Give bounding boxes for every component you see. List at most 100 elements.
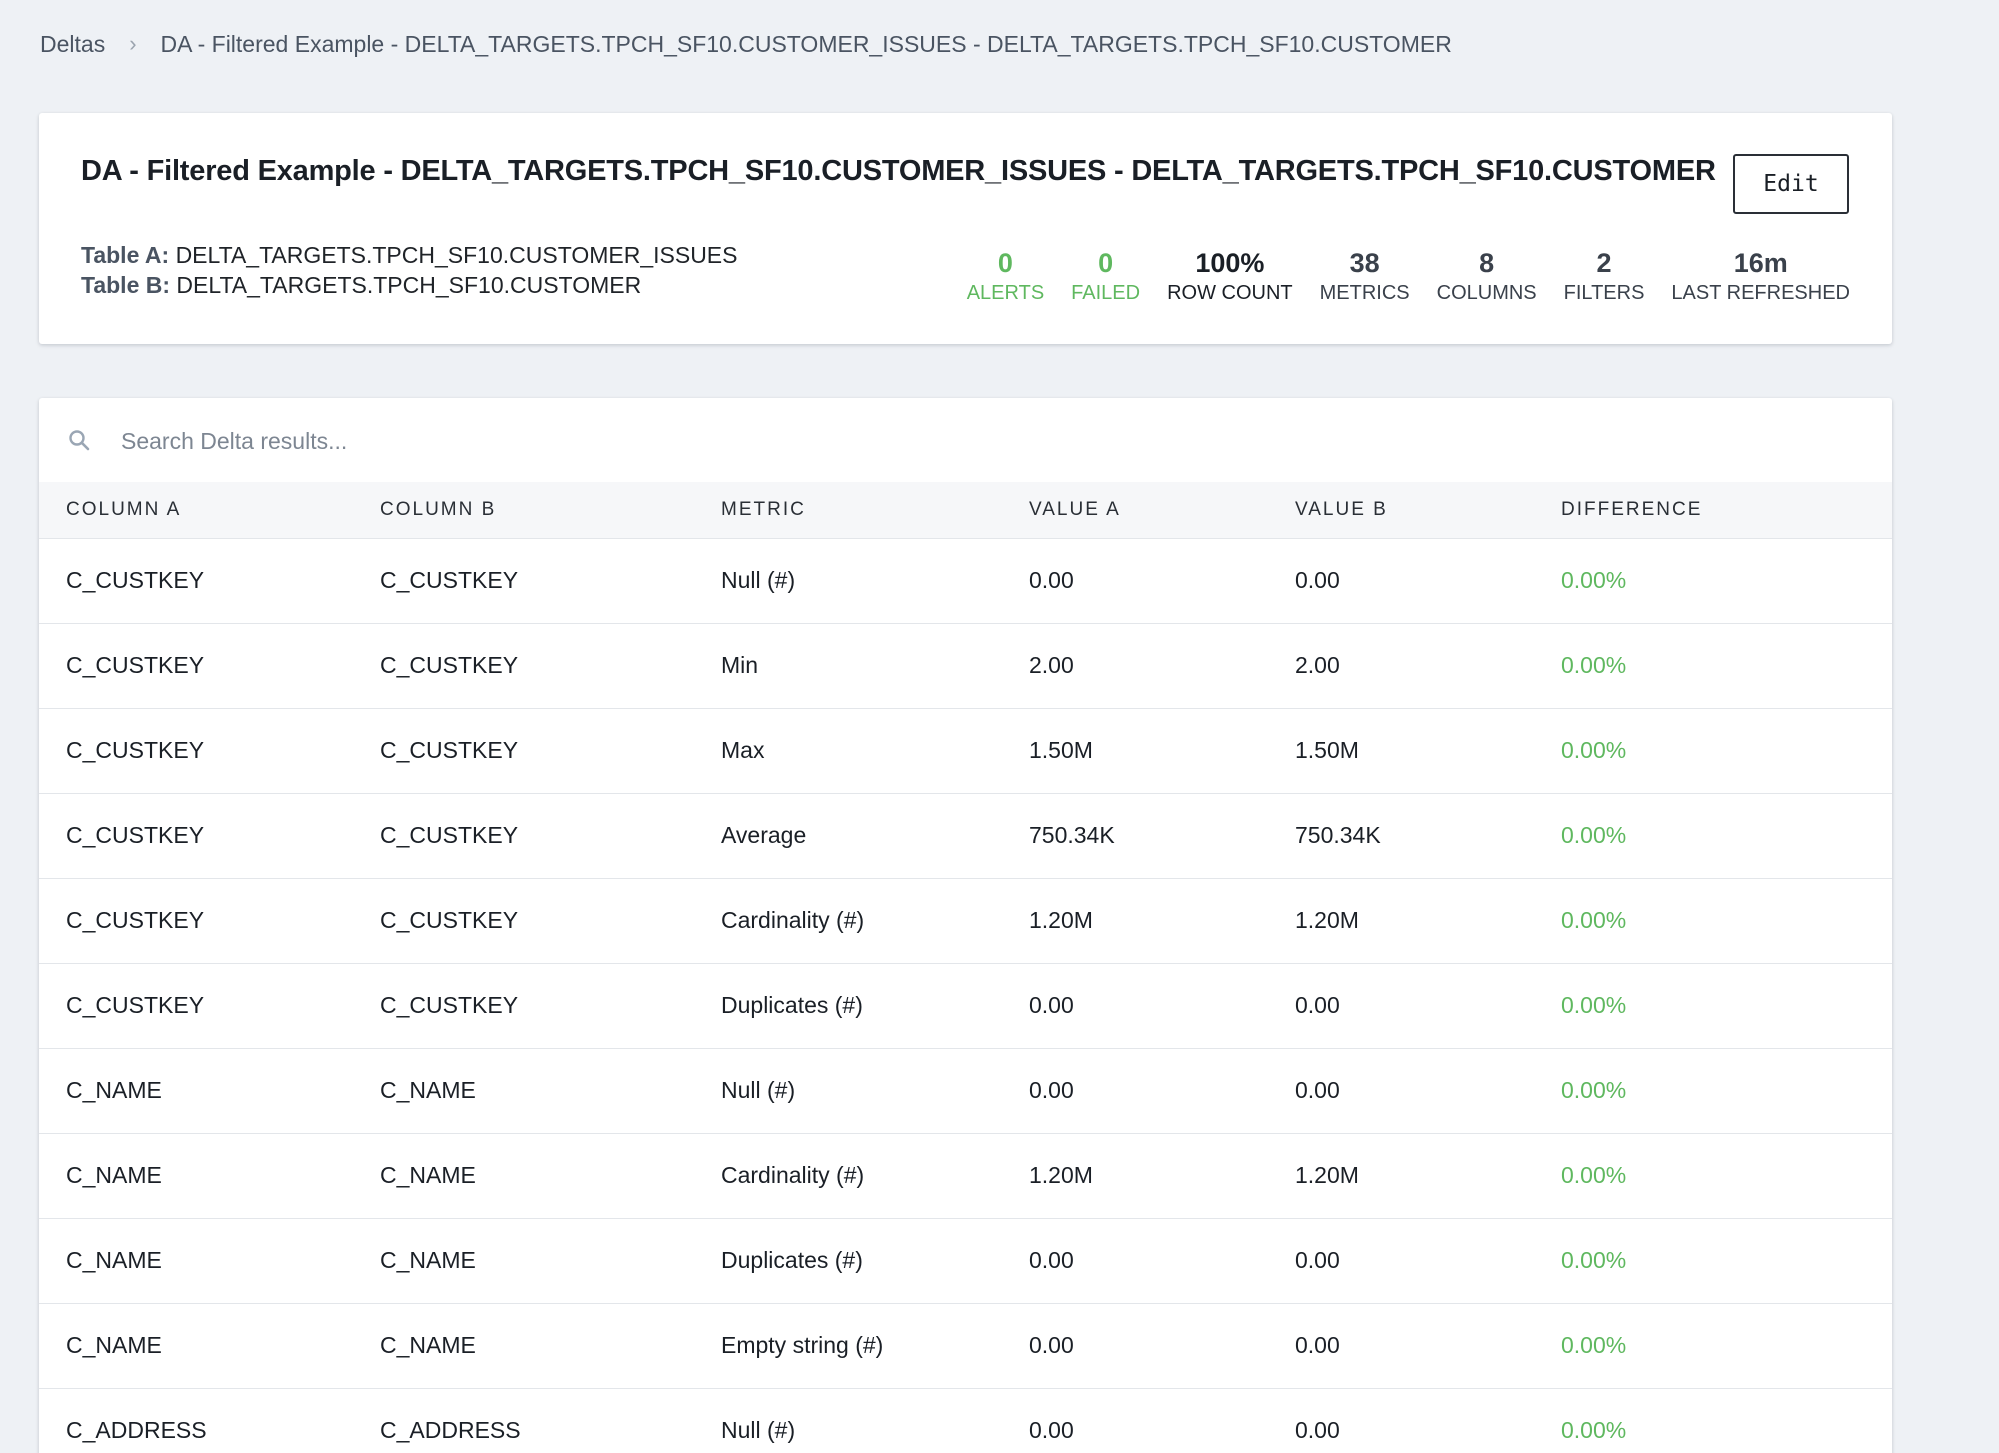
summary-stats: 0 ALERTS 0 FAILED 100% ROW COUNT 38 METRICS 8 COL… (940, 248, 1850, 306)
cell-difference: 0.00% (1561, 878, 1892, 964)
cell-value-a: 1.20M (1029, 878, 1295, 964)
table-row[interactable]: C_CUSTKEY C_CUSTKEY Average 750.34K 750.34K 0… (39, 793, 1892, 879)
cell-column-a: C_ADDRESS (39, 1388, 380, 1453)
table-row[interactable]: C_ADDRESS C_ADDRESS Null (#) 0.00 0.00 0.00% (39, 1388, 1892, 1453)
cell-column-b: C_NAME (380, 1133, 721, 1219)
cell-column-a: C_NAME (39, 1218, 380, 1304)
cell-difference: 0.00% (1561, 1388, 1892, 1453)
cell-metric: Min (721, 623, 1029, 709)
stat-filters: 2 FILTERS (1564, 248, 1645, 306)
results-table: COLUMN A COLUMN B METRIC VALUE A VALUE B DIFF… (39, 482, 1892, 1453)
cell-value-b: 750.34K (1295, 793, 1561, 879)
cell-value-b: 2.00 (1295, 623, 1561, 709)
cell-column-a: C_NAME (39, 1048, 380, 1134)
table-row[interactable]: C_CUSTKEY C_CUSTKEY Cardinality (#) 1.20M 1.… (39, 878, 1892, 964)
stat-alerts: 0 ALERTS (967, 248, 1044, 306)
cell-column-a: C_NAME (39, 1303, 380, 1389)
table-row[interactable]: C_CUSTKEY C_CUSTKEY Min 2.00 2.00 0.00% (39, 623, 1892, 709)
table-b-value: DELTA_TARGETS.TPCH_SF10.CUSTOMER (176, 272, 642, 298)
table-row[interactable]: C_CUSTKEY C_CUSTKEY Null (#) 0.00 0.00 0.00% (39, 538, 1892, 624)
cell-difference: 0.00% (1561, 708, 1892, 794)
cell-value-b: 0.00 (1295, 1303, 1561, 1389)
stat-value: 8 (1479, 248, 1495, 278)
cell-column-a: C_CUSTKEY (39, 538, 380, 624)
cell-column-b: C_NAME (380, 1218, 721, 1304)
cell-value-b: 0.00 (1295, 1388, 1561, 1453)
cell-value-b: 1.20M (1295, 878, 1561, 964)
cell-metric: Cardinality (#) (721, 878, 1029, 964)
chevron-right-icon: › (129, 31, 137, 56)
cell-difference: 0.00% (1561, 1218, 1892, 1304)
cell-value-a: 750.34K (1029, 793, 1295, 879)
stat-label: FAILED (1071, 282, 1141, 304)
table-row[interactable]: C_NAME C_NAME Empty string (#) 0.00 0.00 0.00… (39, 1303, 1892, 1389)
table-a-label: Table A: (81, 242, 170, 268)
table-info: Table A: DELTA_TARGETS.TPCH_SF10.CUSTOME… (81, 240, 738, 300)
stat-last-refreshed: 16m LAST REFRESHED (1671, 248, 1850, 306)
cell-difference: 0.00% (1561, 1048, 1892, 1134)
stat-label: METRICS (1319, 282, 1410, 304)
cell-value-a: 0.00 (1029, 963, 1295, 1049)
cell-metric: Duplicates (#) (721, 963, 1029, 1049)
header-column-a[interactable]: COLUMN A (39, 482, 380, 539)
cell-column-a: C_CUSTKEY (39, 708, 380, 794)
page-title: DA - Filtered Example - DELTA_TARGETS.TP… (81, 155, 1716, 187)
cell-value-b: 0.00 (1295, 1048, 1561, 1134)
cell-value-b: 1.20M (1295, 1133, 1561, 1219)
cell-column-b: C_CUSTKEY (380, 963, 721, 1049)
cell-column-b: C_CUSTKEY (380, 538, 721, 624)
stat-value: 100% (1195, 248, 1265, 278)
cell-column-b: C_CUSTKEY (380, 623, 721, 709)
cell-column-a: C_CUSTKEY (39, 878, 380, 964)
breadcrumb: Deltas › DA - Filtered Example - DELTA_T… (40, 26, 1452, 62)
search-input[interactable] (119, 418, 1823, 464)
edit-button[interactable]: Edit (1733, 154, 1849, 214)
cell-value-b: 0.00 (1295, 963, 1561, 1049)
table-row[interactable]: C_NAME C_NAME Duplicates (#) 0.00 0.00 0.00% (39, 1218, 1892, 1304)
table-row[interactable]: C_NAME C_NAME Null (#) 0.00 0.00 0.00% (39, 1048, 1892, 1134)
table-header-row: COLUMN A COLUMN B METRIC VALUE A VALUE B DIFF… (39, 482, 1892, 539)
cell-column-a: C_CUSTKEY (39, 623, 380, 709)
table-row[interactable]: C_NAME C_NAME Cardinality (#) 1.20M 1.20M 0.0… (39, 1133, 1892, 1219)
cell-column-b: C_CUSTKEY (380, 708, 721, 794)
stat-columns: 8 COLUMNS (1437, 248, 1537, 306)
table-row[interactable]: C_CUSTKEY C_CUSTKEY Duplicates (#) 0.00 0.00… (39, 963, 1892, 1049)
cell-metric: Null (#) (721, 1388, 1029, 1453)
stat-failed: 0 FAILED (1071, 248, 1140, 306)
cell-value-a: 0.00 (1029, 1388, 1295, 1453)
cell-value-a: 0.00 (1029, 538, 1295, 624)
cell-difference: 0.00% (1561, 793, 1892, 879)
cell-column-a: C_CUSTKEY (39, 793, 380, 879)
breadcrumb-current: DA - Filtered Example - DELTA_TARGETS.TP… (160, 30, 1452, 57)
header-column-b[interactable]: COLUMN B (380, 482, 721, 539)
table-b-line: Table B: DELTA_TARGETS.TPCH_SF10.CUSTOME… (81, 270, 738, 300)
stat-label: FILTERS (1563, 282, 1645, 304)
header-metric[interactable]: METRIC (721, 482, 1029, 539)
cell-column-b: C_NAME (380, 1303, 721, 1389)
header-difference[interactable]: DIFFERENCE (1561, 482, 1892, 539)
stat-value: 2 (1596, 248, 1612, 278)
cell-column-a: C_CUSTKEY (39, 963, 380, 1049)
table-b-label: Table B: (81, 272, 171, 298)
breadcrumb-deltas-link[interactable]: Deltas (40, 30, 106, 57)
results-table-body: C_CUSTKEY C_CUSTKEY Null (#) 0.00 0.00 0.00% C… (39, 538, 1892, 1453)
cell-column-b: C_CUSTKEY (380, 793, 721, 879)
cell-metric: Max (721, 708, 1029, 794)
table-row[interactable]: C_CUSTKEY C_CUSTKEY Max 1.50M 1.50M 0.00% (39, 708, 1892, 794)
cell-metric: Null (#) (721, 1048, 1029, 1134)
cell-column-b: C_CUSTKEY (380, 878, 721, 964)
cell-value-a: 1.50M (1029, 708, 1295, 794)
cell-value-a: 0.00 (1029, 1048, 1295, 1134)
cell-value-b: 0.00 (1295, 1218, 1561, 1304)
cell-column-b: C_ADDRESS (380, 1388, 721, 1453)
stat-label: LAST REFRESHED (1671, 282, 1850, 304)
search-icon (69, 430, 90, 451)
cell-value-a: 0.00 (1029, 1218, 1295, 1304)
header-value-b[interactable]: VALUE B (1295, 482, 1561, 539)
stat-metrics: 38 METRICS (1320, 248, 1410, 306)
cell-difference: 0.00% (1561, 538, 1892, 624)
header-value-a[interactable]: VALUE A (1029, 482, 1295, 539)
cell-metric: Duplicates (#) (721, 1218, 1029, 1304)
